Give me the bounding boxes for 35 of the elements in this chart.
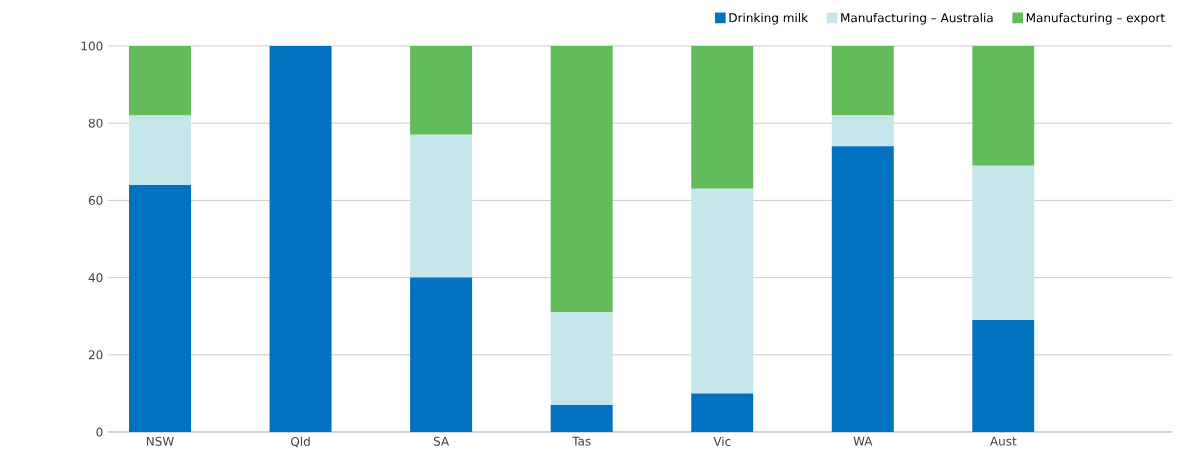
x-tick-label: Aust: [990, 436, 1017, 446]
bar: [972, 320, 1035, 432]
bar: [550, 404, 613, 432]
bar: [129, 46, 192, 116]
bar: [691, 393, 754, 432]
bar: [129, 115, 192, 185]
legend-label: Drinking milk: [729, 13, 809, 25]
bar: [691, 188, 754, 394]
x-tick-label: Tas: [572, 436, 591, 446]
bar: [831, 146, 894, 432]
bar: [550, 46, 613, 313]
bar: [410, 46, 473, 135]
y-tick-label: 20: [88, 350, 103, 360]
bar: [691, 46, 754, 189]
y-tick-label: 60: [88, 195, 103, 205]
x-tick-label: Vic: [713, 436, 731, 446]
legend-label: Manufacturing – export: [1026, 13, 1165, 25]
bar: [972, 165, 1035, 321]
bar: [550, 312, 613, 405]
y-tick-label: 80: [88, 118, 103, 128]
x-tick-label: SA: [433, 436, 450, 446]
x-tick-label: NSW: [146, 436, 174, 446]
bar: [410, 134, 473, 278]
y-tick-label: 100: [81, 41, 103, 51]
bar: [972, 46, 1035, 166]
y-tick-label: 0: [96, 427, 103, 437]
bar: [831, 46, 894, 116]
bar: [831, 115, 894, 147]
x-tick-label: Qld: [291, 436, 310, 448]
y-tick-label: 40: [88, 273, 103, 283]
legend-label: Manufacturing – Australia: [841, 13, 993, 25]
x-tick-label: WA: [853, 436, 873, 446]
bar: [269, 46, 332, 432]
bar: [129, 184, 192, 432]
bar: [410, 277, 473, 432]
